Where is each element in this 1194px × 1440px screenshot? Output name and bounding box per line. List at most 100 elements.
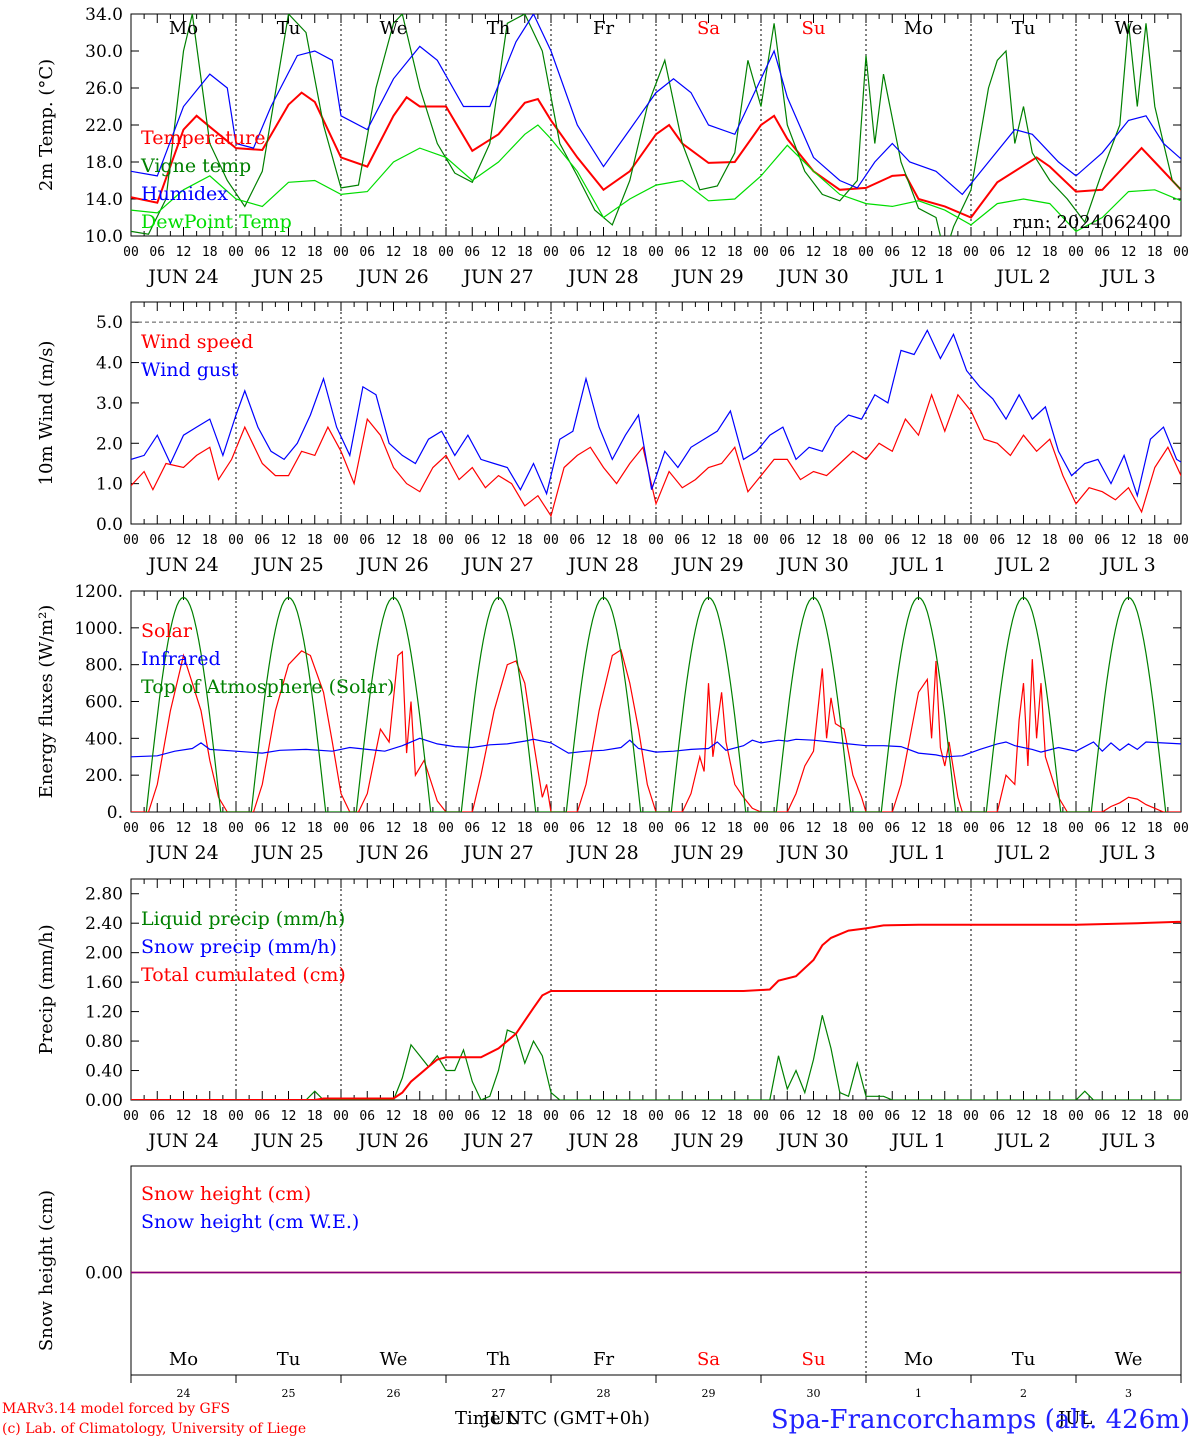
y-tick-label: 200. bbox=[85, 766, 123, 786]
date-label: JUN 29 bbox=[671, 554, 743, 576]
day-number: 28 bbox=[597, 1387, 611, 1400]
legend-label: Total cumulated (cm) bbox=[141, 964, 346, 986]
hour-tick-label: 12 bbox=[491, 533, 507, 548]
hour-tick-label: 00 bbox=[228, 821, 244, 836]
date-label: JUN 24 bbox=[146, 842, 218, 864]
date-label: JUN 30 bbox=[776, 554, 848, 576]
hour-tick-label: 00 bbox=[543, 1109, 559, 1124]
hour-tick-label: 06 bbox=[569, 533, 585, 548]
hour-tick-label: 06 bbox=[674, 245, 690, 260]
hour-tick-label: 12 bbox=[386, 245, 402, 260]
hour-tick-label: 00 bbox=[858, 1109, 874, 1124]
month-right: JUL bbox=[1056, 1408, 1092, 1429]
y-tick-label: 2.80 bbox=[85, 885, 123, 905]
hour-tick-label: 06 bbox=[254, 533, 270, 548]
hour-tick-label: 18 bbox=[517, 821, 533, 836]
date-label: JUL 3 bbox=[1099, 1130, 1155, 1152]
hour-tick-label: 06 bbox=[674, 821, 690, 836]
date-label: JUN 24 bbox=[146, 1130, 218, 1152]
hour-tick-label: 18 bbox=[832, 1109, 848, 1124]
hour-tick-label: 12 bbox=[491, 245, 507, 260]
hour-tick-label: 06 bbox=[1094, 245, 1110, 260]
hour-tick-label: 00 bbox=[753, 1109, 769, 1124]
hour-tick-label: 18 bbox=[1147, 1109, 1163, 1124]
weekday-label: Su bbox=[802, 1349, 826, 1370]
y-tick-label: 10.0 bbox=[85, 227, 123, 247]
hour-tick-label: 12 bbox=[701, 533, 717, 548]
hour-tick-label: 12 bbox=[701, 245, 717, 260]
series-line bbox=[131, 328, 1181, 498]
hour-tick-label: 00 bbox=[543, 821, 559, 836]
weekday-label: Tu bbox=[1012, 18, 1036, 39]
date-label: JUN 29 bbox=[671, 842, 743, 864]
series-line bbox=[131, 124, 1181, 233]
day-number: 25 bbox=[282, 1387, 296, 1400]
legend-label: Top of Atmosphere (Solar) bbox=[141, 676, 394, 698]
hour-tick-label: 12 bbox=[491, 821, 507, 836]
hour-tick-label: 00 bbox=[1173, 1109, 1189, 1124]
hour-tick-label: 06 bbox=[989, 821, 1005, 836]
hour-tick-label: 00 bbox=[228, 1109, 244, 1124]
hour-tick-label: 18 bbox=[202, 1109, 218, 1124]
date-label: JUL 1 bbox=[889, 1130, 945, 1152]
hour-tick-label: 12 bbox=[176, 245, 192, 260]
hour-tick-label: 18 bbox=[412, 245, 428, 260]
y-tick-label: 1.60 bbox=[85, 973, 123, 993]
legend-label: Temperature bbox=[141, 127, 265, 149]
hour-tick-label: 06 bbox=[779, 533, 795, 548]
hour-tick-label: 00 bbox=[858, 245, 874, 260]
weekday-label: Mo bbox=[904, 1349, 933, 1370]
hour-tick-label: 12 bbox=[176, 533, 192, 548]
hour-tick-label: 00 bbox=[438, 245, 454, 260]
date-label: JUN 29 bbox=[671, 1130, 743, 1152]
series-line bbox=[131, 14, 1181, 196]
weekday-label: Fr bbox=[593, 18, 614, 39]
hour-tick-label: 12 bbox=[491, 1109, 507, 1124]
y-tick-label: 4.0 bbox=[96, 354, 123, 374]
hour-tick-label: 00 bbox=[753, 245, 769, 260]
hour-tick-label: 00 bbox=[648, 533, 664, 548]
date-label: JUN 28 bbox=[566, 266, 638, 288]
hour-tick-label: 06 bbox=[569, 821, 585, 836]
hour-tick-label: 12 bbox=[911, 1109, 927, 1124]
hour-tick-label: 06 bbox=[884, 245, 900, 260]
date-label: JUN 26 bbox=[356, 842, 428, 864]
hour-tick-label: 00 bbox=[228, 533, 244, 548]
month-left: JUN bbox=[481, 1408, 521, 1429]
hour-tick-label: 18 bbox=[832, 245, 848, 260]
series-line bbox=[131, 1015, 1181, 1100]
date-label: JUN 28 bbox=[566, 554, 638, 576]
weekday-label: Su bbox=[802, 18, 826, 39]
hour-tick-label: 18 bbox=[307, 245, 323, 260]
hour-tick-label: 18 bbox=[727, 245, 743, 260]
date-label: JUN 30 bbox=[776, 1130, 848, 1152]
hour-tick-label: 00 bbox=[333, 1109, 349, 1124]
hour-tick-label: 18 bbox=[202, 245, 218, 260]
series-line bbox=[131, 14, 1181, 236]
hour-tick-label: 18 bbox=[727, 533, 743, 548]
hour-tick-label: 12 bbox=[701, 821, 717, 836]
hour-tick-label: 06 bbox=[989, 533, 1005, 548]
hour-tick-label: 00 bbox=[1068, 533, 1084, 548]
day-number: 3 bbox=[1125, 1387, 1132, 1400]
hour-tick-label: 12 bbox=[806, 245, 822, 260]
hour-tick-label: 12 bbox=[1121, 245, 1137, 260]
hour-tick-label: 12 bbox=[806, 821, 822, 836]
hour-tick-label: 18 bbox=[1147, 821, 1163, 836]
hour-tick-label: 06 bbox=[359, 821, 375, 836]
lab-credit: (c) Lab. of Climatology, University of L… bbox=[2, 1421, 306, 1437]
hour-tick-label: 18 bbox=[412, 1109, 428, 1124]
date-label: JUN 25 bbox=[251, 1130, 323, 1152]
hour-tick-label: 00 bbox=[333, 533, 349, 548]
hour-tick-label: 18 bbox=[622, 245, 638, 260]
hour-tick-label: 18 bbox=[1147, 245, 1163, 260]
weekday-label: We bbox=[1115, 1349, 1143, 1370]
hour-tick-label: 00 bbox=[123, 245, 139, 260]
y-axis-label: 10m Wind (m/s) bbox=[36, 341, 57, 486]
legend-label: Vigne temp bbox=[140, 155, 251, 177]
hour-tick-label: 18 bbox=[622, 821, 638, 836]
hour-tick-label: 06 bbox=[149, 245, 165, 260]
hour-tick-label: 12 bbox=[281, 1109, 297, 1124]
y-tick-label: 0.00 bbox=[85, 1091, 123, 1111]
y-tick-label: 30.0 bbox=[85, 42, 123, 62]
